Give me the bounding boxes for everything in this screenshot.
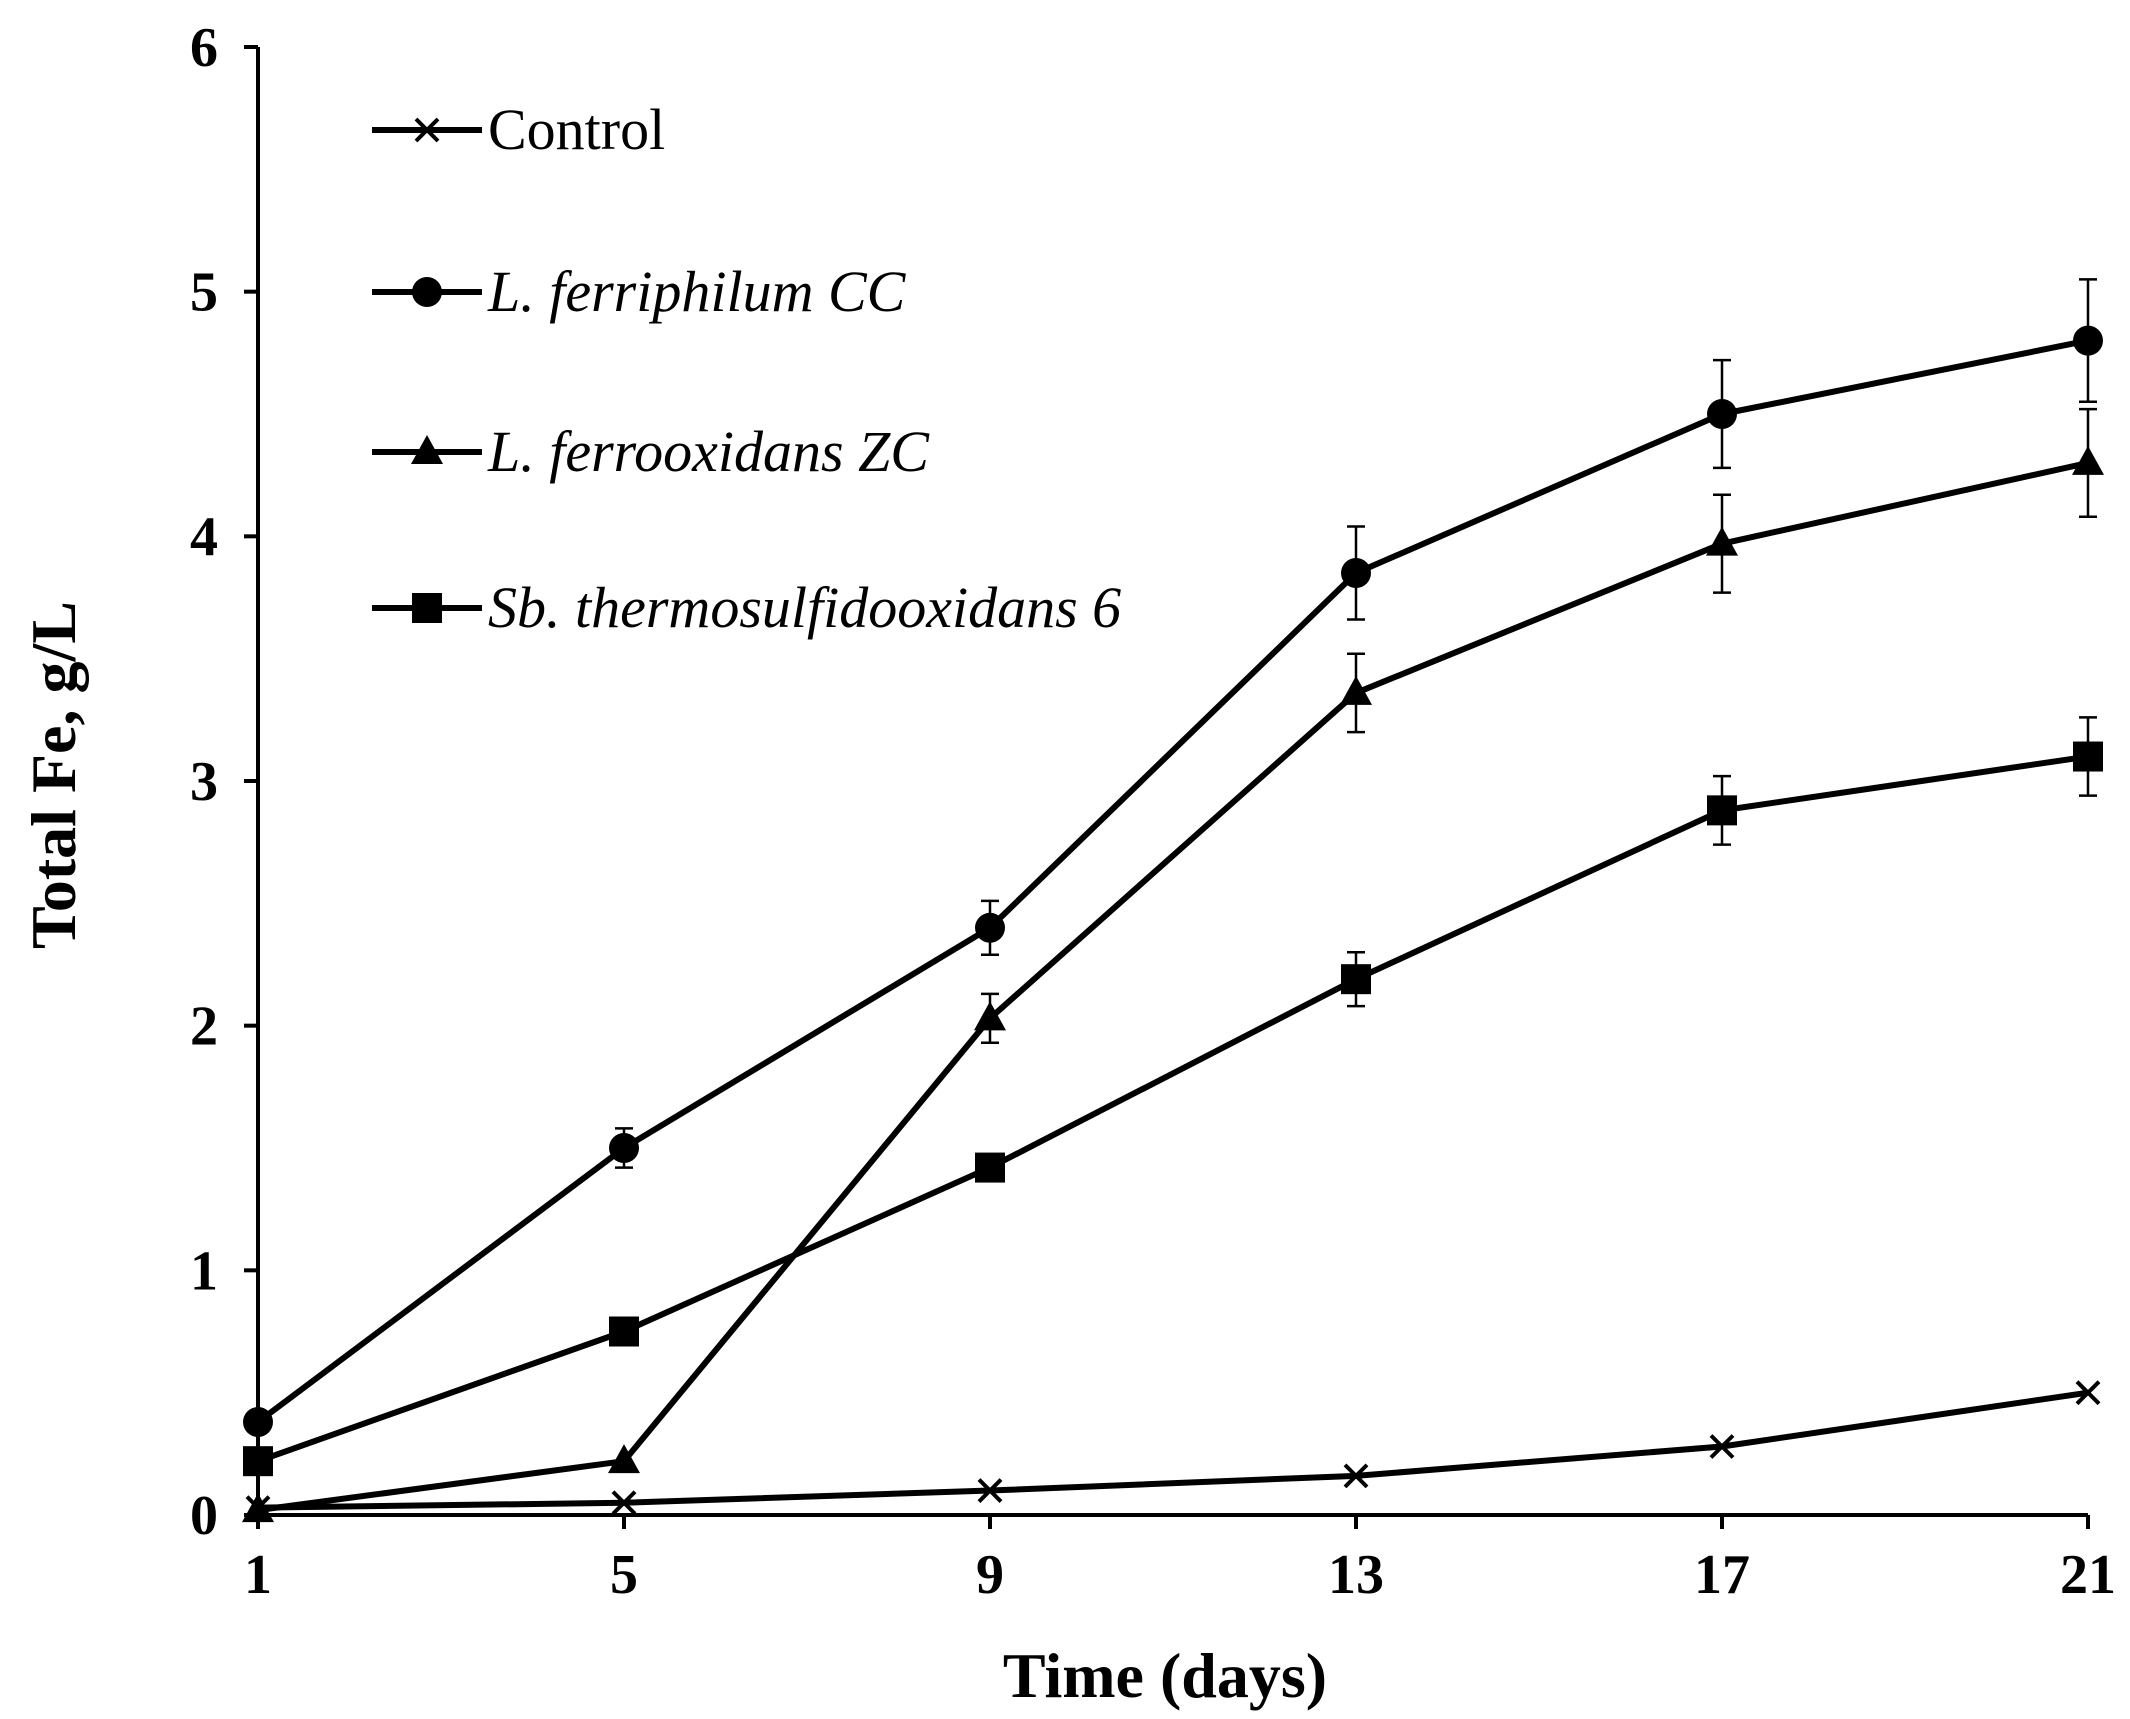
series-line-l-ferrooxidans-zc xyxy=(257,460,2089,1514)
legend-label: L. ferrooxidans ZC xyxy=(487,419,930,484)
y-axis-title: Total Fe, g/L xyxy=(18,601,89,949)
legend-item-control: Control xyxy=(372,97,665,162)
legend: Control L. ferriphilum CC L. ferrooxidans … xyxy=(372,97,1121,640)
data-point xyxy=(1709,1434,1735,1459)
legend-marker xyxy=(412,593,442,623)
legend-marker xyxy=(412,277,442,307)
y-tick-label: 3 xyxy=(190,751,218,813)
y-tick-label: 2 xyxy=(190,996,218,1058)
data-point xyxy=(611,1490,637,1516)
y-tick-label: 6 xyxy=(190,17,218,79)
legend-marker xyxy=(414,117,440,143)
data-point xyxy=(1707,399,1737,429)
data-point xyxy=(2075,1380,2101,1406)
data-point xyxy=(975,1152,1005,1183)
legend-item-l-ferrooxidans-zc: L. ferrooxidans ZC xyxy=(372,419,930,484)
data-point xyxy=(1341,964,1371,995)
x-tick-label: 9 xyxy=(976,1544,1004,1606)
data-point xyxy=(1706,526,1738,556)
data-point xyxy=(2073,741,2103,772)
legend-label: L. ferriphilum CC xyxy=(487,259,907,324)
x-axis-title: Time (days) xyxy=(1003,1640,1327,1711)
data-point xyxy=(1343,1463,1369,1489)
x-tick-label: 13 xyxy=(1328,1544,1384,1606)
x-tick-label: 1 xyxy=(244,1544,272,1606)
data-point xyxy=(2073,325,2103,356)
legend-label: Sb. thermosulfidooxidans 6 xyxy=(488,575,1121,640)
data-point xyxy=(609,1133,639,1163)
data-point xyxy=(975,912,1005,943)
y-tick-label: 5 xyxy=(190,262,218,324)
plot-area xyxy=(242,278,2104,1523)
x-tick-label: 21 xyxy=(2060,1544,2116,1606)
data-point xyxy=(977,1478,1003,1503)
x-tick-label: 17 xyxy=(1694,1544,1750,1606)
legend-item-l-ferriphilum-cc: L. ferriphilum CC xyxy=(372,259,907,324)
data-point xyxy=(2072,445,2104,475)
y-tick-label: 0 xyxy=(190,1485,218,1547)
series-sb-thermosulfidooxidans-6 xyxy=(243,716,2103,1477)
y-tick-label: 1 xyxy=(190,1240,218,1302)
legend-label: Control xyxy=(488,97,665,162)
series-control xyxy=(245,1380,2101,1521)
y-tick-label: 4 xyxy=(190,506,218,568)
series-line-l-ferriphilum-cc xyxy=(256,337,2089,1425)
data-point xyxy=(1340,675,1372,705)
data-point xyxy=(974,1001,1006,1031)
x-tick-label: 5 xyxy=(610,1544,638,1606)
series-l-ferriphilum-cc xyxy=(243,278,2103,1438)
data-point xyxy=(1341,558,1371,589)
legend-item-sb-thermosulfidooxidans-6: Sb. thermosulfidooxidans 6 xyxy=(372,575,1121,640)
data-point xyxy=(609,1316,639,1347)
series-line-control xyxy=(257,1389,2089,1511)
data-point xyxy=(1707,795,1737,826)
legend-marker xyxy=(411,435,443,464)
data-point xyxy=(608,1444,640,1474)
series-line-sb-thermosulfidooxidans-6 xyxy=(256,753,2089,1465)
